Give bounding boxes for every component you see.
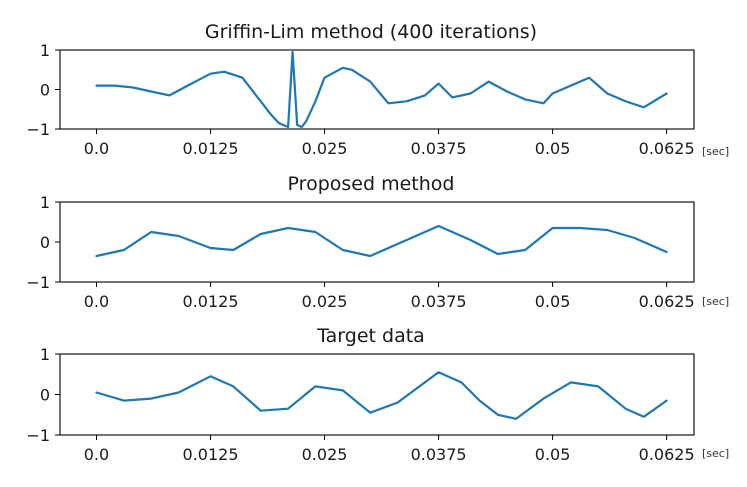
x-tick-label: 0.05 (535, 445, 571, 464)
x-axis-unit-label: [sec] (702, 447, 729, 460)
y-tick-label: 1 (40, 41, 50, 60)
x-tick-label: 0.025 (302, 292, 348, 311)
x-tick-label: 0.0 (84, 292, 109, 311)
x-tick-label: 0.0125 (183, 292, 239, 311)
plot-marks: 1 0 −1 0.0 0.0125 0.025 0.0375 0.05 0.0625 (26, 41, 694, 158)
x-tick-label: 0.0 (84, 445, 109, 464)
y-tick-label: −1 (26, 273, 50, 292)
plot-marks: 1 0 −1 0.0 0.0125 0.025 0.0375 0.05 0.0625 (26, 193, 694, 311)
y-tick-label: 1 (40, 193, 50, 212)
waveform-line (95, 371, 668, 420)
x-tick-label: 0.025 (302, 139, 348, 158)
y-tick-label: 1 (40, 345, 50, 364)
plot-marks: 1 0 −1 0.0 0.0125 0.025 0.0375 0.05 0.0625 (26, 345, 694, 464)
x-tick-label: 0.025 (302, 445, 348, 464)
x-tick-label: 0.0 (84, 139, 109, 158)
x-tick-label: 0.0375 (411, 139, 467, 158)
y-tick-label: 0 (40, 81, 50, 100)
x-tick-label: 0.05 (535, 139, 571, 158)
y-tick-label: −1 (26, 426, 50, 445)
x-tick-label: 0.0625 (639, 292, 695, 311)
y-tick-label: −1 (26, 120, 50, 139)
subplot-title: Proposed method (288, 173, 455, 195)
x-tick-label: 0.0625 (639, 445, 695, 464)
waveform-line (95, 224, 668, 258)
subplot-target: Target data 1 0 −1 0.0 0.0125 0.025 0.0375 0.05… (26, 325, 729, 464)
y-tick-label: 0 (40, 233, 50, 252)
subplot-griffin-lim: Griffin-Lim method (400 iterations) 1 0 −1… (26, 21, 729, 158)
subplot-title: Griffin-Lim method (400 iterations) (205, 21, 537, 43)
x-tick-label: 0.0625 (639, 139, 695, 158)
subplot-proposed: Proposed method 1 0 −1 0.0 0.0125 0.025 0.0375… (26, 173, 729, 311)
x-tick-label: 0.05 (535, 292, 571, 311)
x-tick-label: 0.0125 (183, 139, 239, 158)
x-axis-unit-label: [sec] (702, 295, 729, 308)
x-tick-label: 0.0125 (183, 445, 239, 464)
y-tick-label: 0 (40, 386, 50, 405)
subplot-title: Target data (316, 325, 425, 347)
waveform-line (95, 50, 668, 129)
x-tick-label: 0.0375 (411, 292, 467, 311)
x-tick-label: 0.0375 (411, 445, 467, 464)
x-axis-unit-label: [sec] (702, 145, 729, 158)
